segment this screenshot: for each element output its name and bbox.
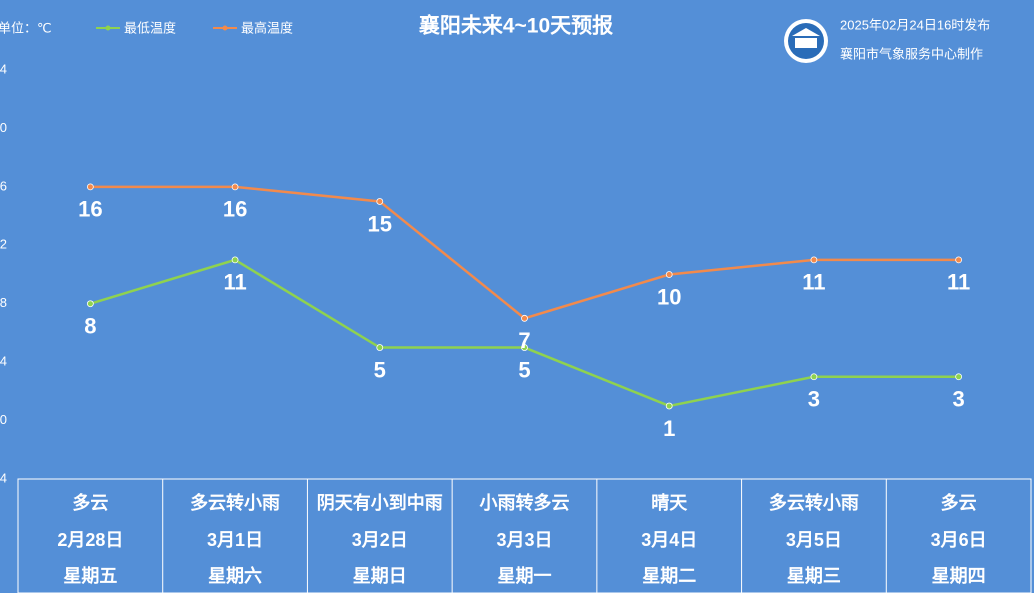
- weather-text: 多云: [941, 492, 977, 513]
- legend-swatch-dot: [222, 25, 228, 31]
- point: [86, 183, 94, 191]
- y-tick-label: 24: [0, 61, 7, 76]
- value-label: 8: [84, 314, 96, 339]
- date-label: 3月6日: [931, 530, 987, 550]
- weekday-label: 星期五: [63, 566, 117, 586]
- date-label: 3月3日: [496, 530, 552, 550]
- y-tick-label: 8: [0, 295, 7, 310]
- weather-text: 小雨转多云: [480, 492, 570, 513]
- weekday-label: 星期三: [787, 566, 841, 586]
- value-label: 5: [518, 357, 530, 382]
- value-label: 11: [802, 270, 825, 295]
- table-frame: [17, 478, 1032, 593]
- value-label: 16: [223, 197, 247, 222]
- date-label: 3月4日: [641, 530, 697, 550]
- y-tick-label: -4: [0, 470, 7, 485]
- value-label: 1: [663, 416, 675, 441]
- weather-text: 多云转小雨: [190, 492, 280, 513]
- y-tick-label: 12: [0, 237, 7, 252]
- point: [231, 183, 239, 191]
- weather-text: 晴天: [651, 492, 688, 513]
- point: [665, 402, 673, 410]
- point: [955, 256, 963, 264]
- weekday-label: 星期四: [932, 566, 986, 586]
- date-label: 3月1日: [207, 530, 263, 550]
- point: [521, 314, 528, 322]
- point: [86, 300, 94, 308]
- series-line: [90, 185, 959, 320]
- value-label: 15: [368, 211, 392, 236]
- date-label: 2月28日: [57, 530, 123, 550]
- weather-text: 多云: [72, 492, 108, 513]
- value-label: 11: [223, 270, 246, 295]
- date-label: 3月2日: [352, 530, 408, 550]
- y-tick-label: 16: [0, 178, 7, 193]
- value-label: 10: [657, 284, 681, 309]
- legend-label: 最高温度: [241, 20, 293, 35]
- value-label: 3: [808, 387, 820, 412]
- logo: [784, 19, 828, 63]
- value-label: 11: [947, 270, 970, 295]
- point: [810, 256, 818, 264]
- value-label: 16: [78, 197, 102, 222]
- point: [665, 271, 673, 278]
- point: [231, 256, 239, 264]
- weather-text: 阴天有小到中雨: [317, 492, 443, 513]
- value-label: 3: [953, 387, 965, 412]
- weekday-label: 星期二: [642, 566, 696, 586]
- legend-label: 最低温度: [124, 20, 176, 35]
- issued-time: 2025年02月24日16时发布: [840, 17, 990, 32]
- unit-label: 单位：℃: [0, 20, 52, 35]
- value-label: 7: [518, 328, 530, 353]
- point: [376, 198, 384, 205]
- weekday-label: 星期一: [498, 566, 552, 586]
- producer: 襄阳市气象服务中心制作: [840, 46, 983, 61]
- y-tick-label: 20: [0, 120, 7, 135]
- weather-text: 多云转小雨: [769, 492, 859, 513]
- value-label: 5: [374, 357, 386, 382]
- point: [810, 373, 818, 381]
- legend-swatch-dot: [105, 25, 111, 31]
- weekday-label: 星期日: [353, 566, 407, 586]
- chart-title: 襄阳未来4~10天预报: [418, 14, 613, 38]
- date-label: 3月5日: [786, 530, 842, 550]
- y-tick-label: 4: [0, 354, 7, 369]
- point: [376, 344, 384, 351]
- point: [955, 373, 963, 381]
- y-tick-label: 0: [0, 412, 7, 427]
- weekday-label: 星期六: [208, 565, 262, 586]
- point: [521, 344, 528, 351]
